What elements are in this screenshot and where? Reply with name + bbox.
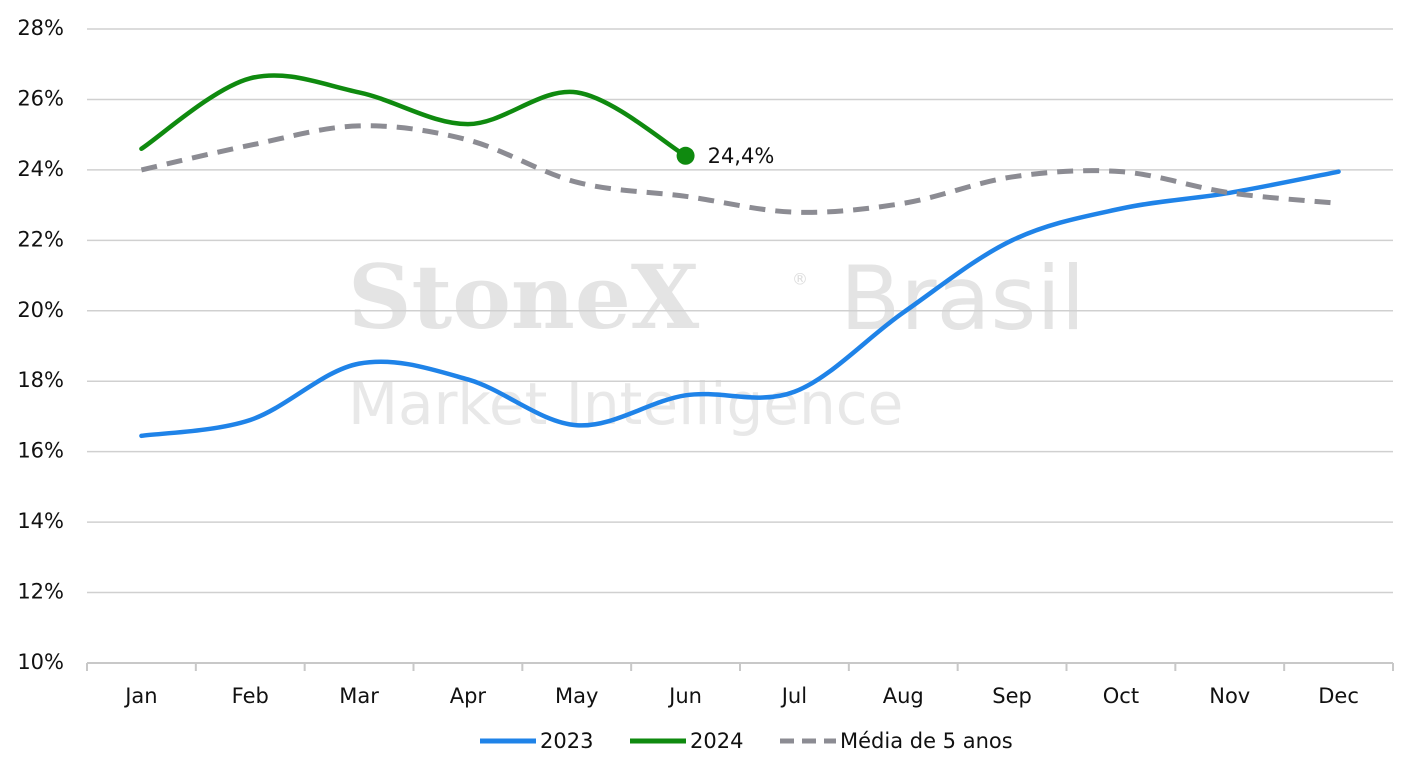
y-tick-label: 16% xyxy=(17,439,64,463)
series-line xyxy=(140,123,1339,215)
x-tick-label: Jun xyxy=(667,684,702,708)
y-tick-label: 12% xyxy=(17,580,64,604)
watermark-brand: StoneX xyxy=(348,245,700,349)
series-line xyxy=(139,169,1341,439)
x-tick-label: Jul xyxy=(780,684,807,708)
y-tick-label: 10% xyxy=(17,650,64,674)
x-tick-label: Oct xyxy=(1103,684,1139,708)
watermark: StoneX ® Brasil Market Intelligence xyxy=(348,245,1085,438)
series-line xyxy=(139,73,688,159)
x-tick-label: Nov xyxy=(1209,684,1250,708)
watermark-mark: ® xyxy=(792,270,808,289)
legend-label: 2024 xyxy=(690,729,743,753)
legend-label: Média de 5 anos xyxy=(840,729,1013,753)
x-tick-label: Dec xyxy=(1318,684,1359,708)
y-tick-label: 22% xyxy=(17,227,64,251)
y-tick-label: 20% xyxy=(17,298,64,322)
x-tick-label: Feb xyxy=(232,684,269,708)
y-tick-label: 26% xyxy=(17,86,64,110)
data-point xyxy=(676,146,695,165)
x-tick-label: Apr xyxy=(450,684,487,708)
y-tick-label: 14% xyxy=(17,509,64,533)
x-tick-label: Jan xyxy=(123,684,157,708)
x-tick-label: Aug xyxy=(883,684,924,708)
y-tick-label: 24% xyxy=(17,157,64,181)
legend-label: 2023 xyxy=(540,729,593,753)
watermark-region: Brasil xyxy=(840,247,1085,350)
x-tick-label: Sep xyxy=(992,684,1032,708)
y-tick-label: 18% xyxy=(17,368,64,392)
x-tick-label: May xyxy=(555,684,598,708)
data-label: 24,4% xyxy=(708,144,775,168)
y-tick-label: 28% xyxy=(17,16,64,40)
x-tick-label: Mar xyxy=(339,684,379,708)
